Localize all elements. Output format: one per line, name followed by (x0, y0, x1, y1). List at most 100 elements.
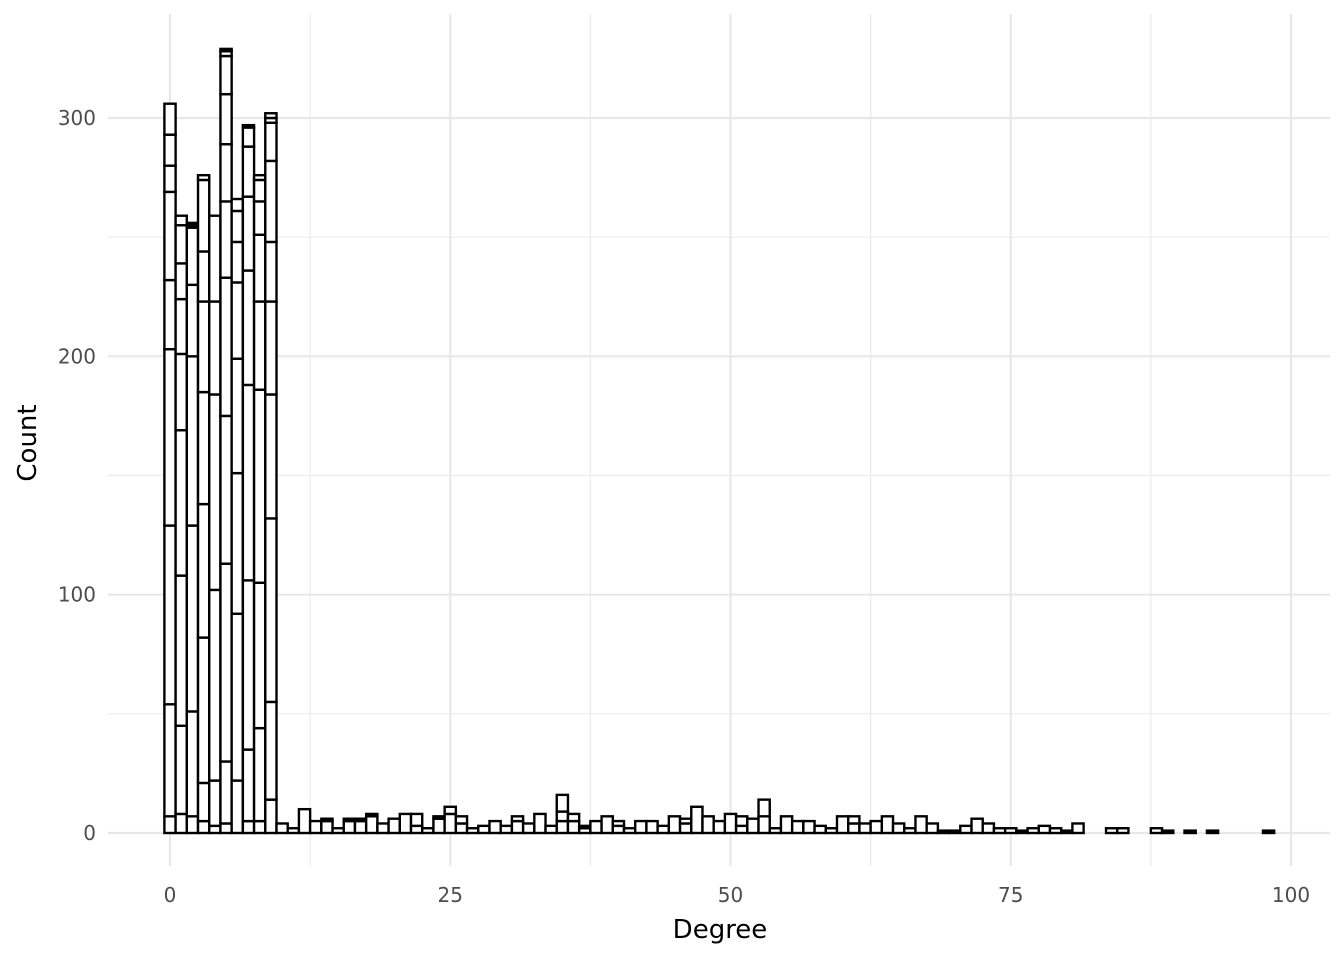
histogram-bar (1261, 829, 1276, 835)
bar-segment (230, 197, 245, 213)
bar-segment (1104, 827, 1119, 835)
histogram-bar (241, 123, 256, 835)
histogram-bar (656, 824, 671, 835)
y-axis-tick-labels: 0 100 200 300 (58, 106, 96, 845)
bar-segment (208, 300, 222, 396)
bar-segment (264, 159, 278, 244)
bar-segment (208, 393, 222, 592)
histogram-bar (667, 815, 682, 835)
bar-segment (1026, 827, 1040, 835)
histogram-bar (690, 805, 704, 835)
histogram-bar (925, 822, 940, 835)
histogram-bar (185, 221, 200, 835)
histogram-bar (1059, 829, 1074, 835)
bar-segment (264, 112, 278, 120)
bar-segment (1059, 829, 1074, 835)
histogram-bar (465, 827, 480, 835)
bar-segment (432, 815, 446, 820)
bar-segment (757, 815, 771, 835)
histogram-bar (589, 819, 603, 835)
histogram-bar (577, 824, 592, 835)
bar-segment (163, 164, 177, 194)
bar-segment (196, 300, 211, 394)
histogram-bar (779, 815, 794, 835)
bar-segment (1160, 829, 1175, 835)
histogram-bar (230, 197, 245, 835)
bar-segment (802, 819, 816, 835)
bar-segment (208, 779, 222, 828)
bar-segment (477, 824, 491, 835)
bar-segment (275, 822, 289, 835)
bar-segment (174, 812, 189, 835)
bar-segment (757, 798, 771, 818)
bar-segment (342, 817, 357, 823)
x-tick-label: 100 (1272, 883, 1310, 907)
bar-segment (734, 815, 749, 828)
y-tick-label: 300 (58, 106, 96, 130)
bar-segment (992, 827, 1007, 835)
bar-segment (219, 92, 233, 146)
histogram-bar (903, 827, 917, 835)
bar-segment (241, 123, 256, 129)
bar-segment (219, 414, 233, 565)
bar-segment (208, 214, 222, 303)
histogram-bar (544, 824, 558, 835)
histogram-bar (443, 805, 458, 835)
histogram-bar (196, 173, 211, 835)
bar-segment (824, 827, 839, 835)
bar-segment (555, 810, 570, 823)
histogram-bar (1183, 829, 1197, 835)
bar-segment (185, 283, 200, 358)
bar-segment (163, 815, 177, 835)
bar-segment (252, 173, 267, 182)
bar-segment (264, 121, 278, 163)
histogram-bar (734, 815, 749, 835)
bar-segment (891, 822, 906, 835)
bar-segment (555, 793, 570, 813)
bar-segment (230, 209, 245, 244)
bar-segment (790, 819, 805, 835)
bar-segment (241, 145, 256, 198)
bar-segment (1071, 822, 1085, 835)
bar-segment (465, 827, 480, 835)
bar-segment (163, 347, 177, 527)
bar-segment (1015, 829, 1029, 835)
bar-segment (174, 574, 189, 727)
histogram-bar (678, 817, 693, 835)
histogram-bar (712, 819, 727, 835)
histogram-bar (947, 829, 962, 835)
bar-segment (219, 822, 233, 835)
histogram-bar (286, 827, 301, 835)
bar-segment (264, 700, 278, 801)
bar-segment (566, 812, 581, 823)
bar-segment (196, 390, 211, 506)
bar-segment (320, 817, 334, 823)
bar-segment (331, 827, 345, 835)
histogram-bar (555, 793, 570, 835)
x-tick-label: 0 (164, 883, 177, 907)
histogram-bar (320, 817, 334, 835)
histogram-bar (1015, 829, 1029, 835)
major-gridlines (108, 14, 1330, 866)
bar-segment (196, 781, 211, 823)
histogram-bar (376, 822, 390, 835)
bar-segment (264, 300, 278, 396)
bar-segment (959, 824, 973, 835)
bar-segment (241, 748, 256, 823)
bar-segment (1183, 829, 1197, 835)
bar-segment (308, 819, 323, 835)
bar-segment (510, 815, 525, 823)
histogram-bar (1048, 827, 1063, 835)
y-axis-title: Count (13, 404, 43, 481)
x-tick-label: 50 (718, 883, 743, 907)
bar-segment (174, 429, 189, 577)
bar-segment (970, 817, 984, 835)
bar-segment (847, 815, 861, 825)
histogram-bar (163, 102, 177, 835)
bar-segment (185, 815, 200, 835)
bar-segment (196, 502, 211, 639)
histogram-bar (1003, 827, 1018, 835)
histogram-bars (163, 47, 1276, 835)
bar-segment (847, 822, 861, 835)
